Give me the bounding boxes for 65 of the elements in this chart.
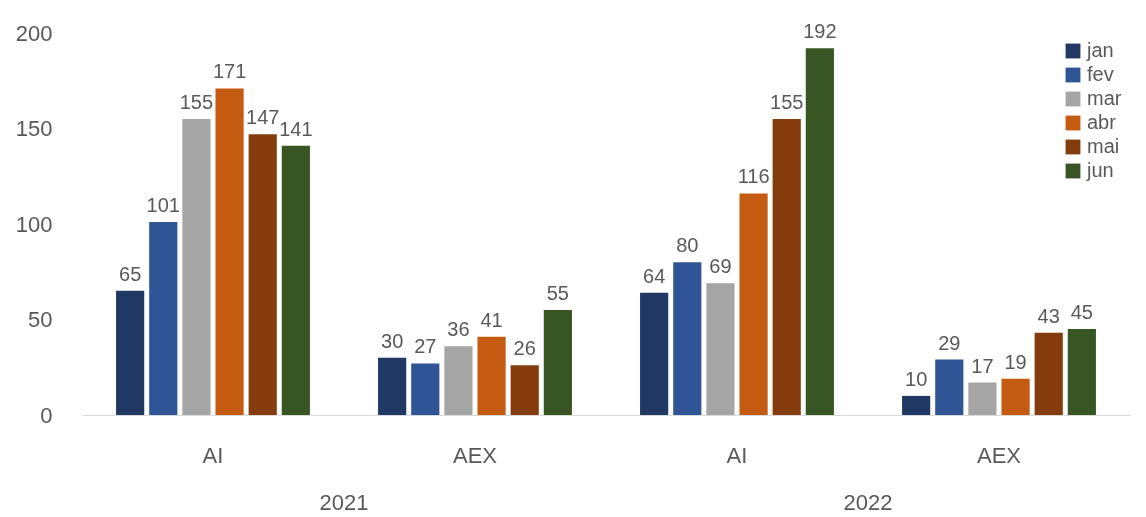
bar	[444, 346, 473, 415]
data-label: 41	[480, 308, 503, 331]
bar	[378, 357, 407, 415]
bar	[116, 290, 145, 415]
bar	[543, 309, 572, 415]
legend-label: jun	[1086, 159, 1114, 181]
bar	[1034, 332, 1063, 415]
data-label: 17	[971, 354, 994, 377]
bar	[673, 262, 702, 415]
legend-label: fev	[1087, 63, 1114, 85]
bar	[1001, 378, 1030, 415]
data-label: 45	[1070, 301, 1093, 324]
y-tick-label: 150	[15, 116, 53, 141]
data-label: 29	[938, 331, 961, 354]
legend-label: jan	[1086, 39, 1114, 61]
x-tick-label: AI	[202, 442, 224, 468]
data-label: 30	[381, 329, 404, 352]
bar	[411, 363, 440, 415]
bar	[182, 118, 211, 415]
y-tick-label: 0	[40, 402, 53, 428]
data-label: 80	[676, 234, 699, 257]
bar	[281, 145, 310, 415]
bar	[902, 395, 931, 415]
data-label: 155	[179, 90, 214, 113]
y-tick-label: 200	[15, 20, 53, 46]
data-label: 26	[513, 337, 536, 360]
data-label: 141	[279, 117, 313, 140]
data-label: 43	[1037, 304, 1060, 327]
bar	[968, 382, 997, 415]
y-tick-label: 100	[15, 211, 53, 237]
data-label: 36	[447, 318, 470, 341]
data-label: 147	[246, 106, 280, 129]
data-label: 192	[803, 20, 837, 43]
bar	[1067, 329, 1096, 415]
bar	[935, 359, 964, 415]
bar	[510, 365, 539, 415]
legend-label: mai	[1087, 135, 1120, 157]
bar	[640, 292, 669, 415]
bar	[805, 48, 834, 415]
data-label: 65	[119, 262, 142, 285]
data-label: 55	[546, 281, 569, 304]
text: 2021	[318, 490, 370, 516]
y-tick-label: 50	[28, 307, 53, 332]
legend-label: mar	[1087, 87, 1122, 109]
data-label: 27	[414, 335, 437, 358]
bar	[739, 193, 768, 415]
bar	[149, 222, 178, 415]
data-label: 116	[737, 165, 770, 188]
bar	[477, 336, 506, 415]
data-label: 171	[212, 60, 247, 83]
bar	[248, 134, 277, 415]
x-tick-label: AI	[726, 442, 748, 468]
x-tick-label: AEX	[452, 442, 498, 468]
legend-label: abr	[1087, 111, 1117, 133]
text: 2022	[842, 490, 894, 516]
bar	[772, 118, 801, 415]
x-tick-label: AEX	[976, 442, 1022, 468]
data-label: 155	[770, 90, 804, 113]
data-label: 64	[643, 264, 666, 287]
bar	[706, 283, 735, 415]
data-label: 69	[709, 255, 732, 278]
data-label: 19	[1004, 350, 1027, 373]
data-label: 10	[905, 367, 928, 390]
bar	[215, 88, 244, 415]
data-label: 101	[146, 194, 180, 217]
